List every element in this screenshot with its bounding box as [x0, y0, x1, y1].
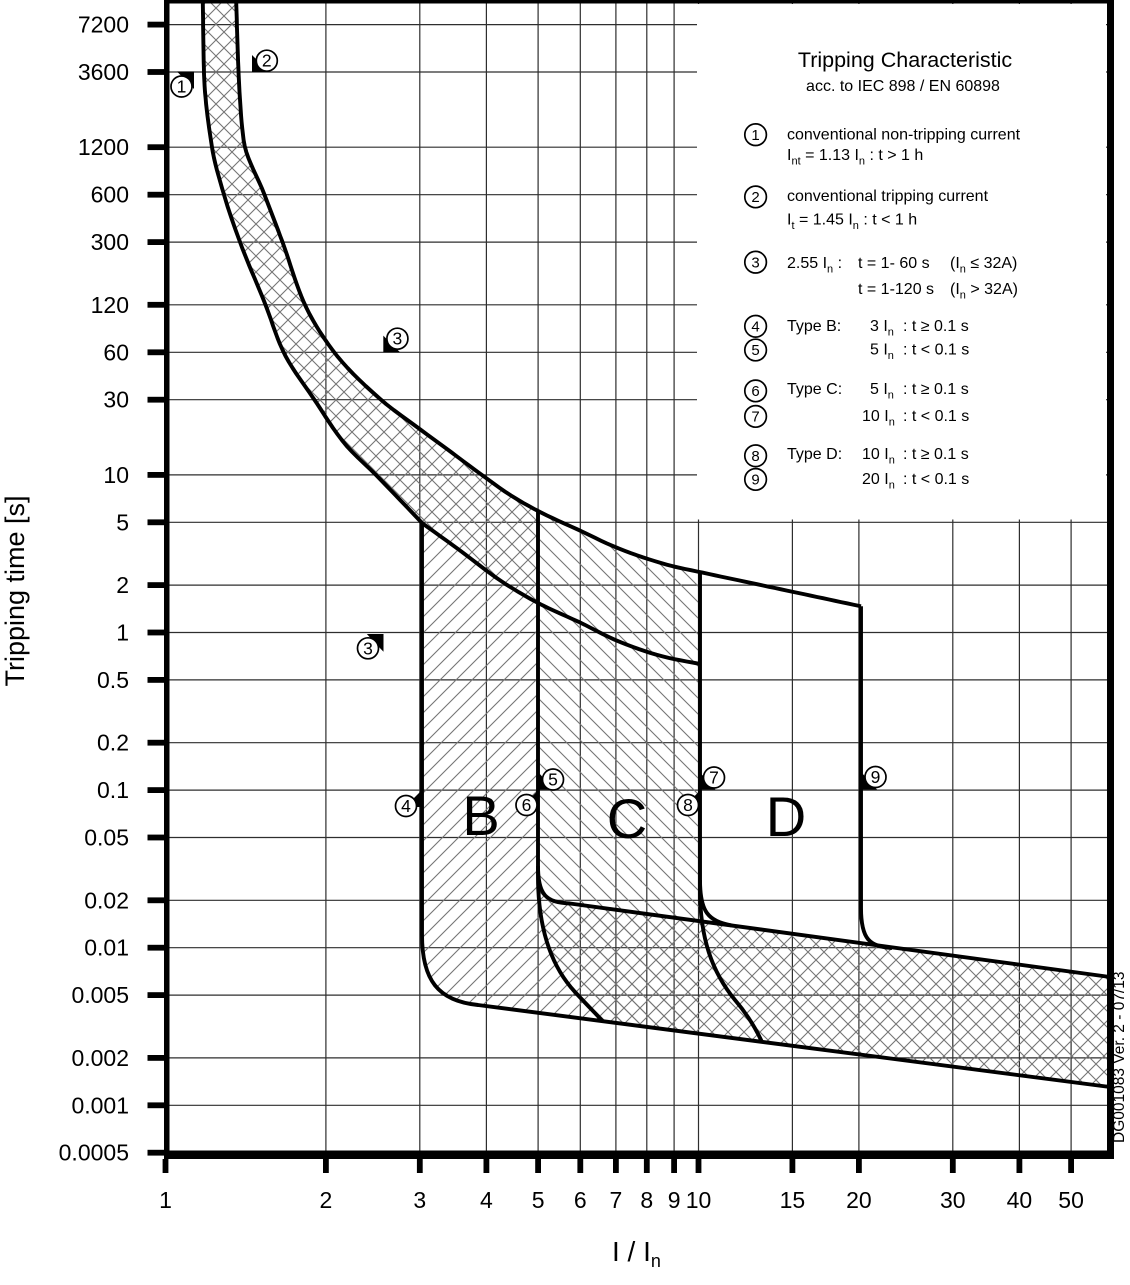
svg-text:7200: 7200 [78, 12, 129, 38]
svg-text:0.02: 0.02 [84, 887, 129, 913]
svg-text:5: 5 [532, 1187, 545, 1213]
svg-text:C: C [607, 787, 647, 850]
svg-text:0.005: 0.005 [71, 982, 129, 1008]
svg-text:7: 7 [610, 1187, 623, 1213]
svg-text:2: 2 [320, 1187, 333, 1213]
svg-text:1: 1 [177, 77, 187, 97]
svg-text:3: 3 [363, 638, 373, 658]
svg-text:4: 4 [401, 796, 411, 816]
svg-text:B: B [462, 784, 499, 847]
svg-text:9: 9 [871, 767, 881, 787]
svg-text:60: 60 [103, 339, 129, 365]
svg-text:D: D [766, 785, 806, 848]
svg-text:120: 120 [91, 292, 129, 318]
svg-text:0.05: 0.05 [84, 825, 129, 851]
svg-text:0.01: 0.01 [84, 935, 129, 961]
svg-text:: t < 0.1 s: : t < 0.1 s [903, 342, 969, 359]
svg-text:: t < 0.1 s: : t < 0.1 s [903, 408, 969, 425]
svg-text:5: 5 [548, 770, 558, 790]
svg-text:0.0005: 0.0005 [59, 1140, 129, 1166]
svg-text:conventional non-tripping curr: conventional non-tripping current [787, 127, 1021, 144]
svg-text:50: 50 [1058, 1187, 1084, 1213]
svg-text:(In > 32A): (In > 32A) [950, 281, 1018, 302]
svg-text:(In ≤ 32A): (In ≤ 32A) [950, 255, 1017, 276]
svg-text:1: 1 [159, 1187, 172, 1213]
svg-text:acc. to IEC 898 / EN 60898: acc. to IEC 898 / EN 60898 [806, 78, 1000, 95]
svg-text:7: 7 [751, 409, 759, 426]
svg-text:2: 2 [751, 189, 759, 206]
svg-text:0.1: 0.1 [97, 777, 129, 803]
svg-text:0.5: 0.5 [97, 667, 129, 693]
svg-text:20: 20 [846, 1187, 872, 1213]
svg-text:2: 2 [116, 572, 129, 598]
svg-text:3: 3 [413, 1187, 426, 1213]
svg-text:1: 1 [751, 127, 759, 144]
svg-text:10 In: 10 In [862, 408, 895, 429]
svg-text:Type B:: Type B: [787, 318, 841, 335]
svg-text:8: 8 [751, 448, 759, 465]
svg-text:Tripping Characteristic: Tripping Characteristic [798, 48, 1013, 72]
svg-text:t = 1-120 s: t = 1-120 s [858, 281, 934, 298]
svg-text:3: 3 [393, 329, 403, 349]
svg-text:6: 6 [751, 383, 759, 400]
svg-text:5: 5 [751, 342, 759, 359]
svg-text:300: 300 [91, 229, 129, 255]
svg-text:: t < 0.1 s: : t < 0.1 s [903, 471, 969, 488]
svg-text:8: 8 [683, 795, 693, 815]
svg-text:It = 1.45 In : t < 1 h: It = 1.45 In : t < 1 h [787, 212, 917, 233]
svg-text:2: 2 [262, 51, 272, 71]
svg-text:30: 30 [103, 387, 129, 413]
svg-text:10 In: 10 In [862, 446, 895, 467]
svg-text:3: 3 [751, 254, 759, 271]
svg-text:15: 15 [780, 1187, 806, 1213]
svg-text:9: 9 [668, 1187, 681, 1213]
svg-text:DG001083 Ver. 2 - 07/13: DG001083 Ver. 2 - 07/13 [1111, 972, 1128, 1143]
svg-text:3600: 3600 [78, 59, 129, 85]
svg-text:6: 6 [522, 795, 532, 815]
svg-text:: t ≥ 0.1 s: : t ≥ 0.1 s [903, 381, 969, 398]
svg-text:7: 7 [709, 768, 719, 788]
svg-text:Type C:: Type C: [787, 381, 842, 398]
svg-text:10: 10 [103, 462, 129, 488]
svg-text:Type D:: Type D: [787, 446, 842, 463]
svg-text:9: 9 [751, 472, 759, 489]
svg-text:: t ≥ 0.1 s: : t ≥ 0.1 s [903, 318, 969, 335]
svg-text:0.2: 0.2 [97, 730, 129, 756]
svg-text:t = 1- 60 s: t = 1- 60 s [858, 255, 930, 272]
svg-text:1: 1 [116, 620, 129, 646]
svg-text:0.002: 0.002 [71, 1045, 129, 1071]
svg-text:4: 4 [751, 319, 759, 336]
svg-text:1200: 1200 [78, 134, 129, 160]
svg-text:Int = 1.13 In : t > 1 h: Int = 1.13 In : t > 1 h [787, 147, 923, 168]
svg-text:30: 30 [940, 1187, 966, 1213]
svg-text:: t ≥ 0.1 s: : t ≥ 0.1 s [903, 446, 969, 463]
svg-text:Tripping time [s]: Tripping time [s] [0, 495, 30, 686]
svg-text:6: 6 [574, 1187, 587, 1213]
svg-text:conventional tripping current: conventional tripping current [787, 188, 989, 205]
svg-text:600: 600 [91, 182, 129, 208]
svg-text:4: 4 [480, 1187, 493, 1213]
svg-text:5: 5 [116, 509, 129, 535]
svg-text:20 In: 20 In [862, 471, 895, 492]
svg-text:0.001: 0.001 [71, 1092, 129, 1118]
svg-text:40: 40 [1007, 1187, 1033, 1213]
svg-text:10: 10 [686, 1187, 712, 1213]
svg-text:8: 8 [640, 1187, 653, 1213]
